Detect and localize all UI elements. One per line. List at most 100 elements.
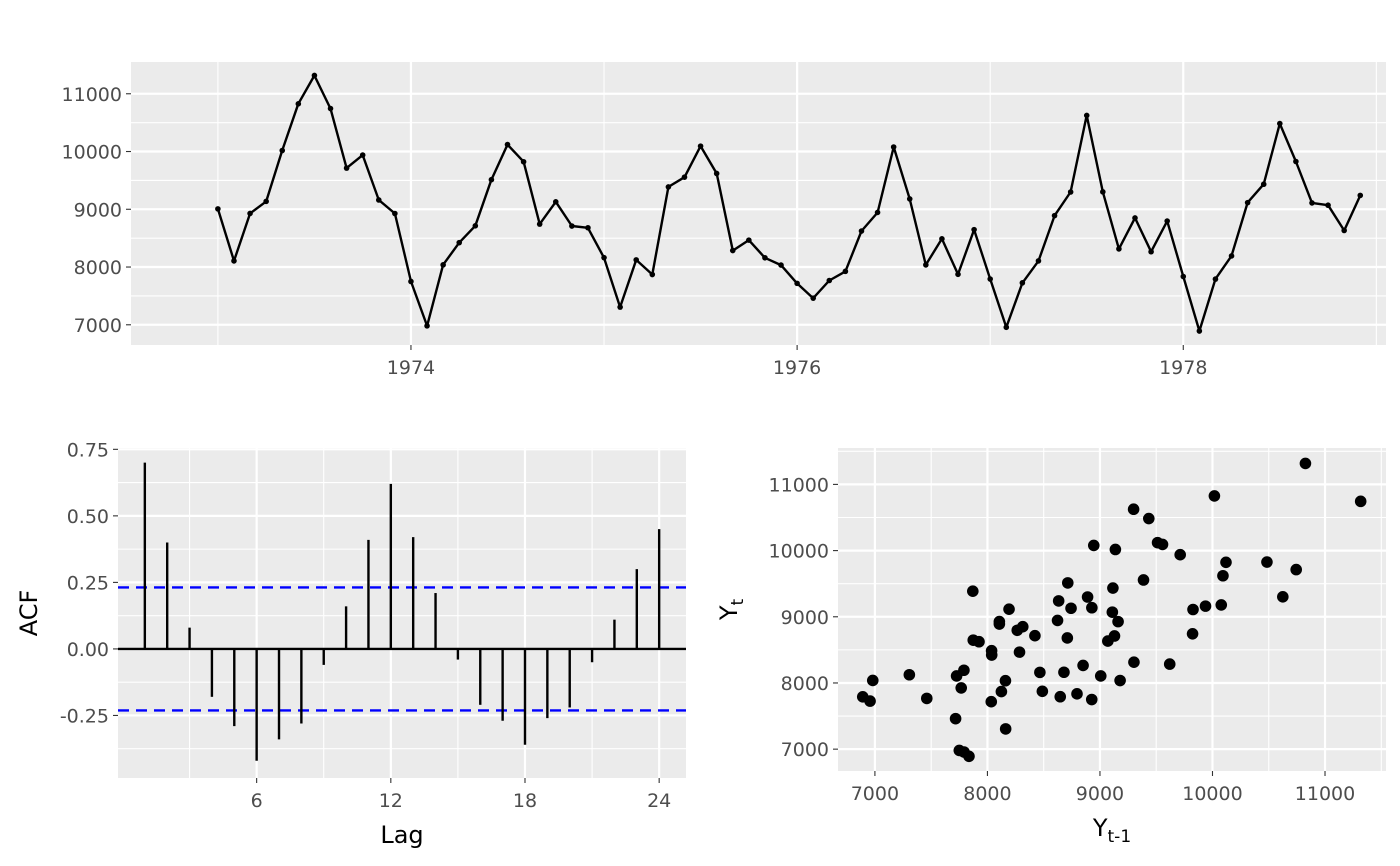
ts-data-point bbox=[971, 226, 977, 233]
ts-data-point bbox=[504, 141, 511, 148]
lag-scatter-point bbox=[903, 668, 916, 681]
ts-data-point bbox=[392, 210, 398, 217]
ts-data-point bbox=[1083, 112, 1090, 119]
lag-scatter-point bbox=[1011, 624, 1024, 637]
ts-data-point bbox=[1100, 189, 1106, 195]
ts-data-point bbox=[1196, 328, 1203, 334]
ts-data-point bbox=[440, 262, 446, 268]
lag-scatter-point bbox=[955, 682, 968, 694]
lag-scatter-point bbox=[1142, 512, 1155, 525]
lag-scatter-point bbox=[1187, 603, 1199, 616]
lag-scatter-point bbox=[1029, 629, 1041, 642]
lag-scatter-point bbox=[1071, 688, 1083, 700]
ts-data-point bbox=[1341, 227, 1347, 234]
lag-scatter-point bbox=[1290, 563, 1303, 576]
ts-data-point bbox=[1325, 202, 1331, 209]
lag-x-tick-label: 9000 bbox=[1076, 783, 1124, 805]
ts-data-point bbox=[681, 174, 688, 180]
lag-scatter-point bbox=[1174, 548, 1186, 561]
lag-scatter-point bbox=[1186, 627, 1199, 640]
ts-data-point bbox=[874, 209, 881, 216]
lag-scatter-point bbox=[1163, 658, 1176, 670]
ts-y-tick-label: 9000 bbox=[74, 199, 122, 221]
lag-x-tick-label: 11000 bbox=[1295, 783, 1355, 805]
lag-scatter-point bbox=[985, 695, 998, 708]
lag-scatter-point bbox=[1156, 538, 1169, 551]
ts-data-point bbox=[601, 254, 607, 261]
lag-y-axis-title-subscript: t bbox=[728, 599, 748, 606]
ts-data-point bbox=[1228, 253, 1235, 259]
lag-scatter-point bbox=[1077, 659, 1089, 672]
lag-x-axis-title-main: Y bbox=[1092, 814, 1108, 842]
ts-data-point bbox=[665, 184, 672, 190]
lag-scatter-point bbox=[1128, 656, 1140, 668]
lag-scatter-point bbox=[949, 712, 962, 725]
lag-scatter-point bbox=[1109, 543, 1122, 556]
ts-data-point bbox=[762, 254, 768, 261]
lag-y-axis-title-main: Y bbox=[715, 605, 743, 621]
ts-data-point bbox=[343, 165, 350, 171]
lag-y-tick-label: 10000 bbox=[769, 541, 829, 563]
ts-data-point bbox=[520, 158, 527, 165]
ts-data-point bbox=[424, 323, 430, 329]
lag-scatter-point bbox=[1054, 690, 1067, 703]
ts-data-point bbox=[295, 101, 302, 107]
ts-data-point bbox=[536, 221, 543, 227]
ts-data-point bbox=[1260, 181, 1267, 188]
ts-data-point bbox=[890, 144, 897, 150]
lag-scatter-point bbox=[1217, 569, 1229, 582]
lag-scatter-point bbox=[1208, 490, 1221, 502]
ts-data-point bbox=[697, 143, 704, 149]
ts-y-tick-label: 8000 bbox=[74, 257, 122, 279]
ts-data-point bbox=[1293, 158, 1299, 165]
lag-y-tick-label: 9000 bbox=[781, 607, 829, 629]
lag-scatter-point bbox=[967, 585, 979, 597]
ts-data-point bbox=[1357, 192, 1364, 199]
lag-scatter-point bbox=[1013, 646, 1026, 658]
ts-data-point bbox=[1244, 199, 1251, 206]
acf-y-tick-label: 0.25 bbox=[67, 572, 109, 594]
ts-data-point bbox=[1309, 200, 1315, 206]
lag-scatter-point bbox=[1061, 632, 1074, 644]
ts-data-point bbox=[279, 147, 286, 154]
lag-scatter-point bbox=[1085, 693, 1098, 706]
lag-scatter-point bbox=[1112, 615, 1124, 628]
lag-scatter-point bbox=[1065, 602, 1077, 615]
ts-data-point bbox=[1116, 246, 1122, 252]
ts-y-tick-label: 7000 bbox=[74, 315, 122, 337]
lag-scatter-point bbox=[1034, 666, 1046, 679]
ts-data-point bbox=[633, 257, 640, 263]
lag-scatter-point bbox=[993, 618, 1006, 630]
ts-data-point bbox=[939, 236, 945, 242]
lag-scatter-point bbox=[1058, 666, 1070, 679]
lag-scatter-point bbox=[1081, 591, 1094, 603]
ts-data-point bbox=[215, 206, 221, 212]
lag-x-tick-label: 10000 bbox=[1182, 783, 1242, 805]
lag-scatter-point bbox=[985, 644, 998, 657]
lag-x-axis-title-subscript: t-1 bbox=[1108, 827, 1132, 847]
acf-panel: -0.25 0.00 0.25 0.50 0.75 6 12 18 24 Lag ACF bbox=[15, 439, 686, 849]
lag-scatter-point bbox=[958, 664, 970, 677]
acf-x-tick-label: 24 bbox=[647, 790, 671, 812]
ts-data-point bbox=[617, 304, 623, 310]
ts-data-point bbox=[552, 199, 559, 205]
ts-data-point bbox=[729, 247, 736, 254]
ts-data-point bbox=[1212, 276, 1219, 282]
lag-scatter-point bbox=[1277, 590, 1289, 603]
ts-data-point bbox=[842, 268, 849, 275]
lag-scatter-point bbox=[995, 685, 1008, 698]
ts-series-line bbox=[216, 74, 1362, 333]
lag-scatter-point bbox=[1107, 582, 1119, 594]
ts-data-point bbox=[585, 224, 591, 231]
acf-x-tick-label: 12 bbox=[379, 790, 403, 812]
acf-x-tick-label: 6 bbox=[251, 790, 263, 812]
ts-data-point bbox=[858, 228, 865, 234]
lag-scatter-point bbox=[967, 634, 980, 646]
lag-y-tick-label: 11000 bbox=[769, 474, 829, 496]
ts-data-point bbox=[906, 196, 913, 202]
lag-plot-panel: 7000 8000 9000 10000 11000 7000 8000 9000 10000 1… bbox=[715, 448, 1386, 847]
ts-y-tick-label: 11000 bbox=[62, 84, 122, 106]
ts-data-point bbox=[263, 198, 269, 205]
ts-data-point bbox=[955, 271, 961, 278]
